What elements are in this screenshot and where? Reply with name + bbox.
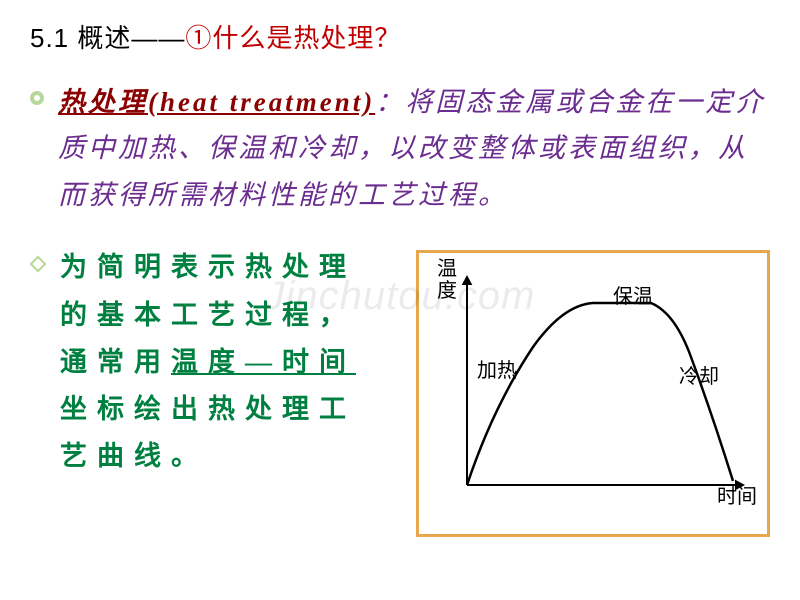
definition-block: 热处理(heat treatment)：将固态金属或合金在一定介质中加热、保温和…	[30, 79, 770, 218]
title-prefix: 5.1 概述——	[30, 18, 185, 55]
green-line-1: 为简明表示热处理	[60, 252, 356, 282]
svg-text:加热: 加热	[477, 359, 517, 382]
green-line-5: 艺曲线。	[60, 441, 208, 471]
green-line-4: 坐标绘出热处理工	[60, 394, 356, 424]
definition-text: 热处理(heat treatment)：将固态金属或合金在一定介质中加热、保温和…	[58, 79, 770, 218]
green-line-2: 的基本工艺过程，	[60, 300, 356, 330]
heat-treatment-chart: 温度时间 加热 保温冷却	[423, 257, 763, 525]
diamond-bullet-icon	[30, 256, 47, 273]
bullet-disc-icon	[30, 91, 44, 105]
green-line-3a: 通常用	[60, 347, 171, 377]
chart-container: 温度时间 加热 保温冷却	[416, 250, 770, 537]
green-line-3-underline: 温度—时间	[171, 347, 356, 377]
lower-block: 为简明表示热处理 的基本工艺过程， 通常用温度—时间 坐标绘出热处理工 艺曲线。…	[30, 244, 770, 537]
slide: 5.1 概述—— ①什么是热处理？ 热处理(heat treatment)：将固…	[0, 0, 800, 600]
title-question: ①什么是热处理？	[185, 18, 401, 55]
svg-text:保温: 保温	[613, 285, 653, 308]
svg-text:冷却: 冷却	[679, 365, 719, 388]
term: 热处理(heat treatment)	[58, 87, 375, 117]
slide-title: 5.1 概述—— ①什么是热处理？	[30, 18, 770, 55]
colon: ：	[375, 87, 405, 117]
green-paragraph: 为简明表示热处理 的基本工艺过程， 通常用温度—时间 坐标绘出热处理工 艺曲线。	[60, 244, 412, 480]
svg-text:温度: 温度	[437, 257, 457, 302]
svg-text:时间: 时间	[717, 485, 757, 508]
